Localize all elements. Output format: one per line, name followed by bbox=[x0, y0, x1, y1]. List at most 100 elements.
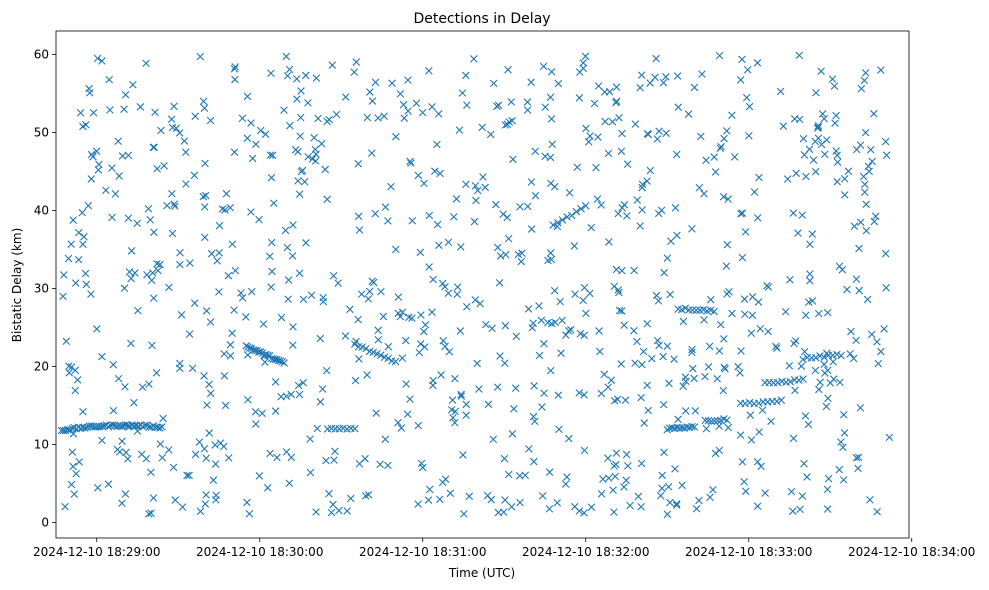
detection-point bbox=[224, 454, 233, 462]
detection-point bbox=[98, 436, 106, 445]
detection-point bbox=[280, 359, 288, 367]
detection-point bbox=[555, 425, 563, 434]
detection-point bbox=[570, 502, 579, 511]
detection-point bbox=[786, 377, 795, 386]
detection-point bbox=[429, 381, 437, 390]
detection-point bbox=[873, 338, 881, 346]
detection-point bbox=[282, 52, 291, 61]
detection-point bbox=[306, 468, 315, 477]
detection-point bbox=[145, 510, 153, 518]
detection-point bbox=[709, 485, 717, 494]
detection-point bbox=[557, 349, 565, 357]
detection-point bbox=[724, 195, 732, 203]
detection-point bbox=[218, 205, 227, 213]
detection-point bbox=[285, 479, 294, 488]
detection-point bbox=[791, 386, 799, 395]
detection-point bbox=[658, 484, 666, 493]
detection-point bbox=[795, 376, 803, 384]
detection-point bbox=[767, 417, 775, 426]
detection-point bbox=[248, 154, 257, 163]
detection-point bbox=[852, 275, 861, 283]
detection-point bbox=[681, 304, 690, 313]
detection-point bbox=[547, 67, 556, 76]
detection-point bbox=[293, 95, 301, 103]
detection-point bbox=[346, 494, 355, 503]
detection-point bbox=[109, 406, 118, 415]
detection-point bbox=[401, 336, 410, 345]
detection-point bbox=[168, 189, 176, 198]
detection-point bbox=[296, 132, 304, 140]
detection-point bbox=[414, 171, 423, 180]
detection-point bbox=[706, 306, 715, 314]
detection-point bbox=[646, 166, 655, 175]
detection-point bbox=[504, 65, 512, 74]
detection-point bbox=[202, 454, 210, 463]
detection-point bbox=[831, 119, 839, 127]
detection-point bbox=[738, 458, 747, 466]
detection-point bbox=[636, 83, 644, 92]
detection-point bbox=[586, 132, 594, 140]
detection-point bbox=[722, 127, 731, 135]
detection-point bbox=[597, 389, 606, 398]
detection-point bbox=[226, 203, 235, 212]
detection-point bbox=[269, 199, 278, 207]
detection-point bbox=[280, 106, 288, 114]
detection-point bbox=[545, 468, 554, 476]
detection-point bbox=[622, 476, 630, 485]
detection-point bbox=[860, 76, 869, 85]
detection-point bbox=[404, 76, 412, 84]
detection-point bbox=[646, 79, 654, 87]
detection-point bbox=[368, 277, 376, 285]
detection-point bbox=[228, 329, 236, 338]
detection-point bbox=[741, 487, 750, 496]
detection-point bbox=[547, 255, 556, 264]
detection-point bbox=[450, 418, 459, 427]
detection-point bbox=[94, 166, 103, 174]
detection-point bbox=[300, 177, 309, 186]
detection-point bbox=[535, 302, 543, 310]
detection-point bbox=[211, 460, 220, 468]
y-tick-label: 50 bbox=[34, 125, 49, 139]
detection-point bbox=[215, 221, 224, 230]
detection-point bbox=[366, 88, 374, 96]
detection-point bbox=[617, 147, 626, 156]
detection-point bbox=[688, 225, 696, 233]
detection-point bbox=[652, 54, 660, 63]
detection-point bbox=[659, 400, 668, 409]
detection-point bbox=[148, 269, 157, 277]
detection-point bbox=[285, 65, 294, 74]
detection-point bbox=[638, 360, 646, 369]
detection-point bbox=[396, 90, 405, 98]
detection-point bbox=[660, 268, 668, 277]
detection-point bbox=[777, 396, 786, 404]
detection-point bbox=[294, 147, 302, 156]
detection-point bbox=[441, 282, 449, 291]
detection-point bbox=[470, 55, 478, 63]
detection-point bbox=[434, 110, 443, 118]
detection-point bbox=[93, 54, 102, 63]
detection-point bbox=[594, 133, 602, 141]
detection-point bbox=[453, 283, 462, 291]
detection-point bbox=[277, 313, 286, 322]
detection-point bbox=[529, 412, 538, 421]
detection-point bbox=[811, 366, 820, 375]
chart-title: Detections in Delay bbox=[413, 11, 550, 27]
detection-point bbox=[74, 255, 83, 264]
detection-point bbox=[861, 128, 870, 137]
detection-point bbox=[688, 345, 696, 354]
detection-point bbox=[710, 417, 719, 425]
detection-point bbox=[636, 222, 644, 230]
detection-point bbox=[72, 469, 80, 478]
detection-point bbox=[644, 130, 653, 139]
detection-point bbox=[860, 188, 869, 196]
detection-point bbox=[492, 200, 500, 209]
detection-point bbox=[177, 311, 186, 319]
detection-point bbox=[604, 383, 612, 391]
detection-point bbox=[610, 508, 618, 516]
detection-point bbox=[191, 450, 200, 459]
detection-point bbox=[310, 133, 318, 142]
detection-point bbox=[558, 316, 566, 325]
detection-point bbox=[877, 347, 885, 356]
detection-point bbox=[814, 121, 823, 130]
detection-point bbox=[601, 117, 609, 126]
